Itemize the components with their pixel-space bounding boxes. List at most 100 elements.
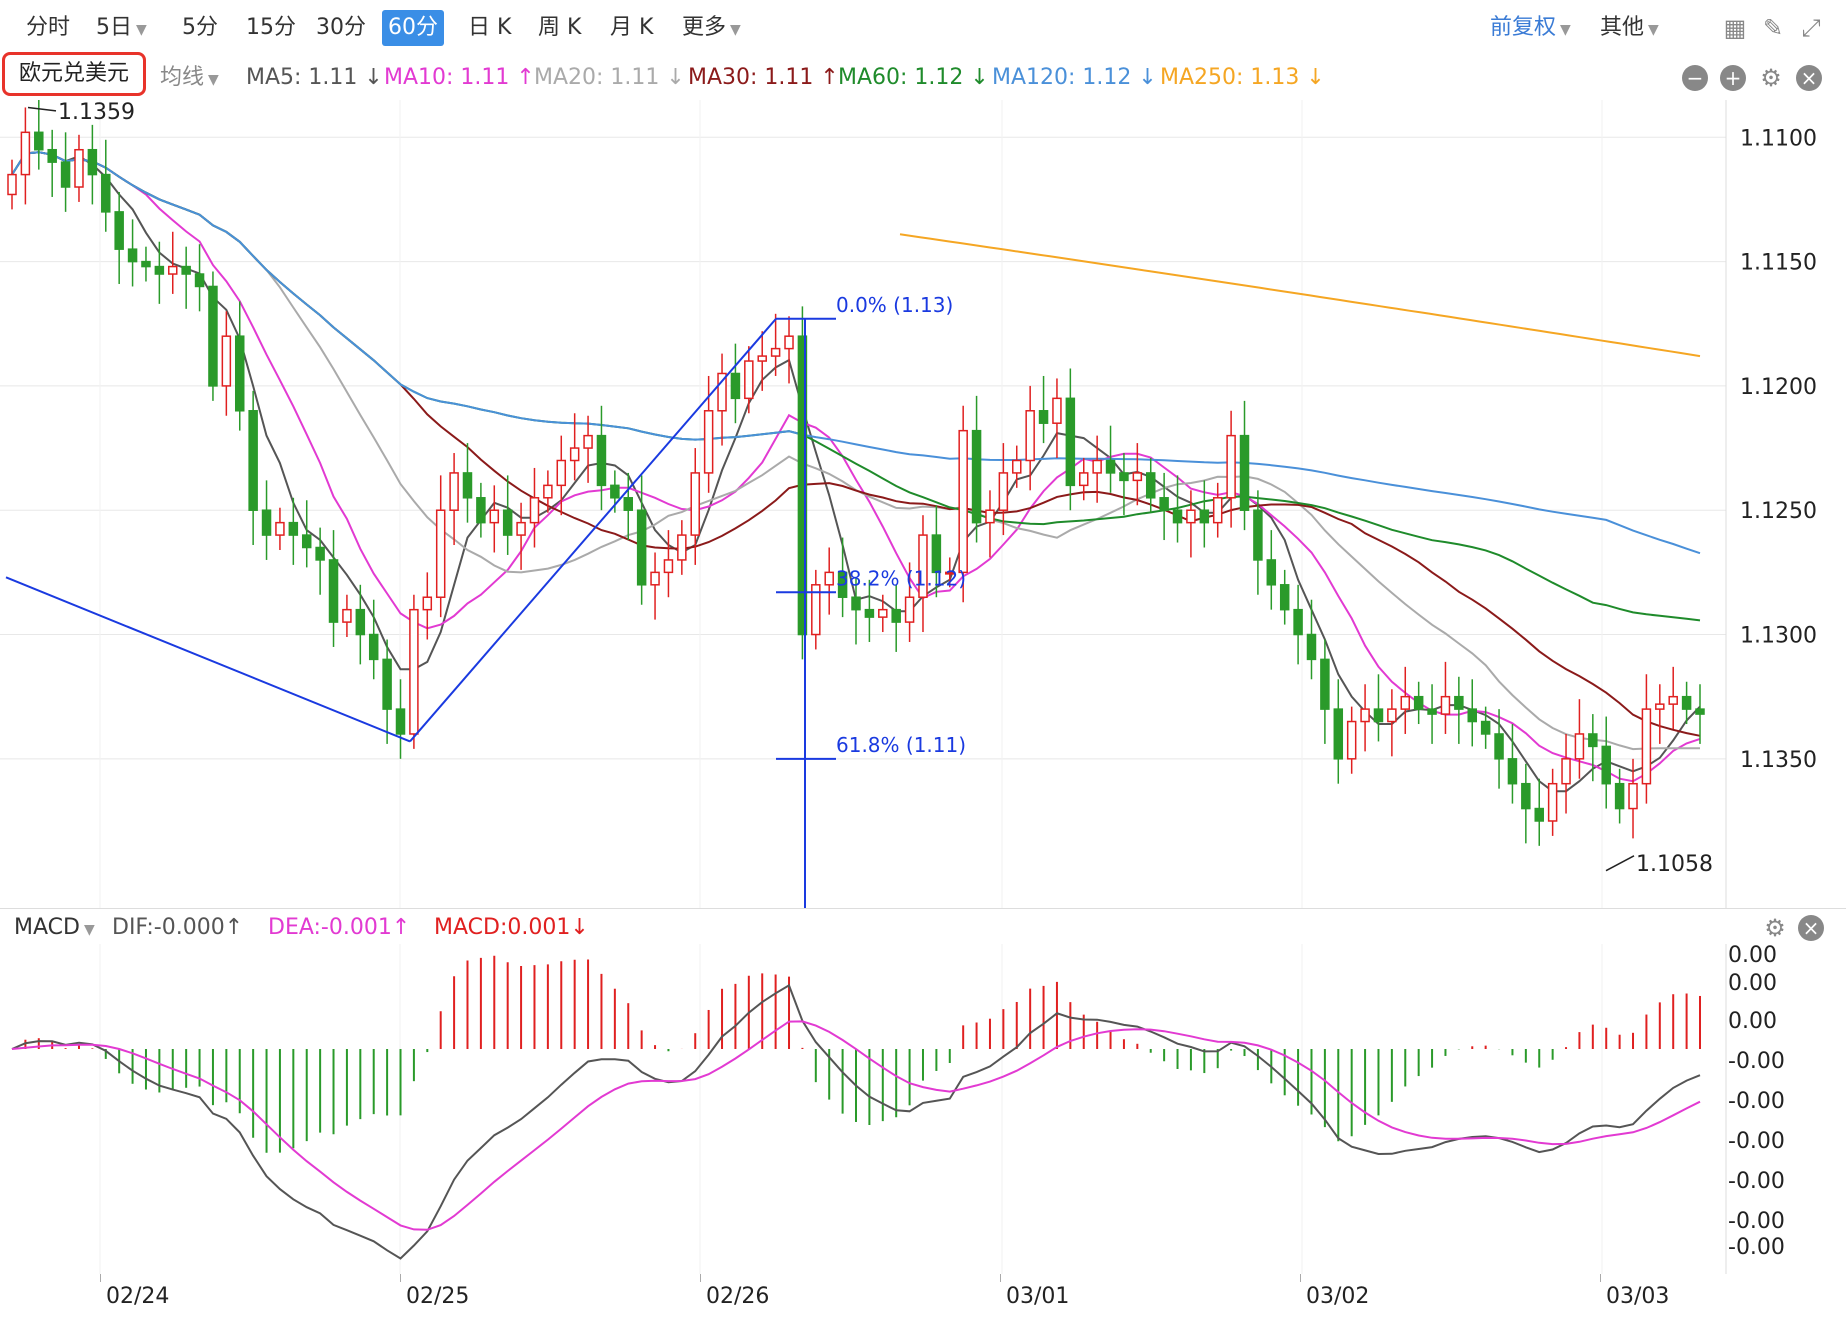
period-tab[interactable]: 日 K [468,15,512,40]
candle [851,577,861,645]
macd-y-tick-label: -0.00 [1728,1235,1785,1260]
adjust-dropdown[interactable]: 前复权 ▼ [1490,10,1571,46]
ma-legend-item: MA10: 1.11 ↑ [384,56,535,100]
candle [797,306,808,660]
period-tab[interactable]: 5日 ▼ [96,15,147,40]
fullscreen-icon[interactable]: ⤢ [1801,14,1821,42]
candle [275,507,285,550]
period-tab[interactable]: 周 K [538,15,582,40]
candle [1105,425,1116,493]
candle [74,134,84,202]
period-tab[interactable]: 15分 [246,15,296,40]
plus-icon[interactable]: + [1720,65,1746,91]
candle [1494,709,1504,789]
candle [301,500,312,568]
close-icon[interactable]: × [1798,915,1824,941]
candle [422,572,433,640]
ma-legend-item: MA60: 1.12 ↓ [838,56,989,100]
candle [1467,679,1478,747]
candle [489,485,500,553]
trend-line [409,318,777,743]
other-dropdown[interactable]: 其他 ▼ [1600,10,1659,46]
candle [784,316,794,384]
candle [904,562,915,642]
candle [154,241,165,304]
gear-icon[interactable]: ⚙ [1760,64,1782,92]
candlestick-chart[interactable]: 1.1350 1.1300 1.1250 1.1200 1.1150 1.1100 0.0%… [0,100,1846,908]
candle [663,530,674,598]
period-tab[interactable]: 60分 [382,10,444,46]
candle [141,246,151,282]
candle [985,490,995,558]
candle [1413,681,1424,725]
candle [583,415,593,483]
candle [1668,666,1678,729]
symbol-selector[interactable]: 欧元兑美元 [2,52,146,96]
candle [1159,472,1169,541]
ma-legend-value: MA30: 1.11 [688,65,821,90]
candle [181,246,191,309]
candle [1239,400,1250,531]
chevron-down-icon: ▼ [83,922,95,938]
macd-y-tick-label: -0.00 [1728,1169,1785,1194]
candle [958,405,968,603]
candle [636,475,647,605]
period-tab[interactable]: 30分 [316,15,366,40]
ma-trend-arrow: ↑ [820,65,839,90]
candle [945,557,955,588]
ma-legend-item: MA30: 1.11 ↑ [688,56,839,100]
candle [931,505,942,598]
candle [1119,453,1129,516]
candle [543,470,553,513]
candle [1199,480,1210,548]
panel-divider [0,908,1846,909]
candle [1628,758,1638,839]
period-tab[interactable]: 分时 [26,15,71,40]
ma-legend-value: MA5: 1.11 [246,65,365,90]
ma-legend-value: MA60: 1.12 [838,65,971,90]
ma-line [11,151,1701,793]
candle [1507,724,1518,804]
period-tab[interactable]: 5分 [182,15,218,40]
fib-level-label: 38.2% (1.12) [836,566,966,590]
candle [596,405,607,511]
close-icon[interactable]: × [1796,65,1822,91]
candle [1092,435,1102,503]
grid-icon[interactable]: ▦ [1723,14,1747,42]
candle [1521,763,1531,844]
macd-y-tick-label: -0.00 [1728,1049,1785,1074]
macd-indicator-dropdown[interactable]: MACD ▼ [14,912,95,946]
chevron-down-icon: ▼ [1560,22,1571,38]
candle [7,159,17,210]
period-tab[interactable]: 月 K [610,15,654,40]
candle [248,390,258,546]
period-tab[interactable]: 更多 ▼ [682,15,741,40]
macd-y-tick-label: -0.00 [1728,1089,1785,1114]
candle [677,520,687,575]
candle [449,453,459,546]
minus-icon[interactable]: − [1682,65,1708,91]
ma-type-dropdown[interactable]: 均线 ▼ [160,56,219,102]
candle [1293,584,1303,665]
candle [1078,458,1089,501]
candle [824,547,834,615]
candle [355,584,366,665]
ma-legend-row: 均线 ▼ MA5: 1.11 ↓ MA10: 1.11 ↑ MA20: 1.11 ↓ M… [0,56,1846,100]
adjust-label: 前复权 [1490,15,1557,40]
candle [1279,569,1290,625]
x-tick-mark [400,1274,401,1282]
x-tick-label: 03/01 [1006,1284,1070,1309]
candle [382,639,392,744]
pencil-icon[interactable]: ✎ [1762,14,1784,42]
candle [395,679,406,759]
fib-level-label: 61.8% (1.11) [836,733,966,757]
candle [971,395,982,543]
macd-y-tick-label: 0.00 [1728,1009,1777,1034]
ma-trend-arrow: ↓ [1306,65,1325,90]
macd-y-tick-label: 0.00 [1728,971,1777,996]
gear-icon[interactable]: ⚙ [1764,914,1786,942]
candle [502,475,513,555]
ma-line [11,151,1701,555]
fib-level-label: 0.0% (1.13) [836,293,953,317]
macd-chart: 0.000.000.00-0.00-0.00-0.00-0.00-0.00-0.… [11,944,1785,1274]
